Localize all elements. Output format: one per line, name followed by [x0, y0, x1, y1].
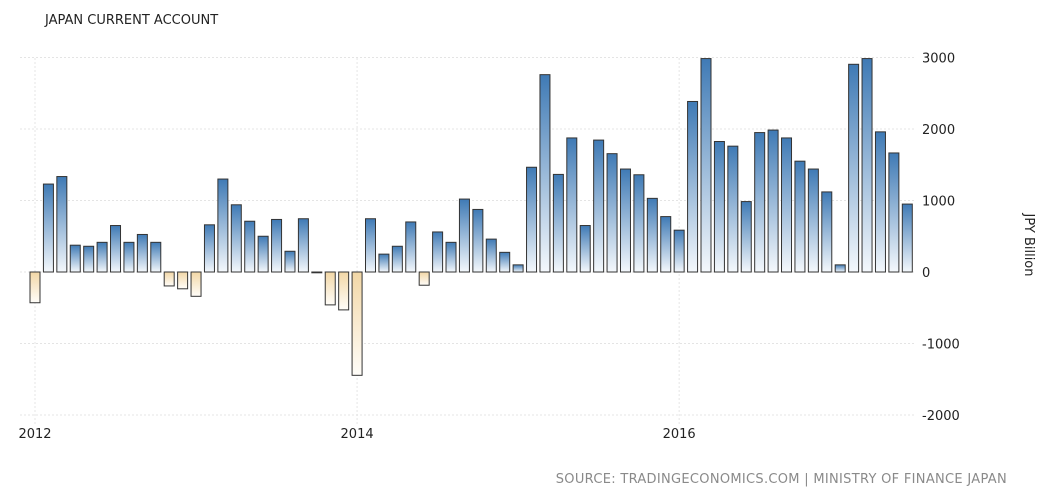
bar-positive[interactable]: [271, 218, 283, 273]
bar-positive[interactable]: [888, 152, 900, 273]
bar-positive[interactable]: [485, 238, 497, 273]
bar-positive[interactable]: [257, 235, 269, 273]
bar-negative[interactable]: [418, 271, 430, 286]
bar-positive[interactable]: [391, 245, 403, 273]
bar-positive[interactable]: [901, 203, 913, 273]
y-tick-label: -2000: [922, 409, 960, 424]
bar-positive[interactable]: [512, 264, 524, 273]
bar-positive[interactable]: [834, 264, 846, 273]
bar-positive[interactable]: [445, 241, 457, 273]
bar-positive[interactable]: [96, 241, 108, 273]
bar-positive[interactable]: [593, 139, 605, 273]
bar-positive[interactable]: [619, 168, 631, 273]
bar-positive[interactable]: [754, 132, 766, 273]
bar-negative[interactable]: [324, 271, 336, 306]
y-tick-label: 3000: [922, 52, 955, 67]
bar-positive[interactable]: [821, 191, 833, 273]
bar-positive[interactable]: [579, 225, 591, 273]
bar-negative[interactable]: [311, 271, 323, 274]
bar-positive[interactable]: [123, 241, 135, 273]
bar-positive[interactable]: [807, 168, 819, 273]
bar-positive[interactable]: [606, 153, 618, 273]
bar-positive[interactable]: [673, 229, 685, 273]
chart-title: JAPAN CURRENT ACCOUNT: [44, 13, 218, 28]
bar-positive[interactable]: [767, 129, 779, 273]
bar-positive[interactable]: [297, 218, 309, 273]
bar-positive[interactable]: [458, 198, 470, 273]
y-axis: 3000 2000 1000 0 -1000 -2000: [922, 52, 960, 425]
bar-positive[interactable]: [848, 63, 860, 273]
bar-positive[interactable]: [56, 176, 68, 273]
y-tick-label: 1000: [922, 195, 955, 210]
bars: [29, 58, 913, 376]
bar-positive[interactable]: [244, 220, 256, 273]
bar-positive[interactable]: [566, 137, 578, 273]
bar-positive[interactable]: [83, 245, 95, 273]
y-axis-label: JPY Billion: [1021, 212, 1036, 276]
bar-positive[interactable]: [42, 183, 54, 273]
bar-positive[interactable]: [861, 58, 873, 273]
source-note: SOURCE: TRADINGECONOMICS.COM | MINISTRY …: [556, 472, 1007, 487]
bar-positive[interactable]: [230, 204, 242, 273]
bar-negative[interactable]: [351, 271, 363, 376]
bar-positive[interactable]: [740, 201, 752, 273]
bar-positive[interactable]: [472, 208, 484, 273]
y-tick-label: 0: [922, 266, 930, 281]
bar-positive[interactable]: [539, 74, 551, 273]
x-axis: 2012 2014 2016: [18, 427, 695, 442]
bar-positive[interactable]: [405, 221, 417, 273]
bar-positive[interactable]: [700, 58, 712, 273]
bar-negative[interactable]: [29, 271, 41, 304]
bar-positive[interactable]: [713, 141, 725, 273]
bar-positive[interactable]: [633, 174, 645, 273]
bar-positive[interactable]: [727, 145, 739, 273]
bar-positive[interactable]: [378, 253, 390, 273]
bar-positive[interactable]: [284, 250, 296, 273]
bar-positive[interactable]: [150, 241, 162, 273]
bar-positive[interactable]: [526, 166, 538, 273]
x-tick-label: 2016: [663, 427, 696, 442]
bar-negative[interactable]: [177, 271, 189, 290]
bar-positive[interactable]: [552, 173, 564, 273]
bar-positive[interactable]: [69, 244, 81, 273]
bar-positive[interactable]: [499, 251, 511, 273]
x-tick-label: 2012: [18, 427, 51, 442]
bar-positive[interactable]: [365, 218, 376, 273]
bar-negative[interactable]: [190, 271, 202, 297]
bar-negative[interactable]: [163, 271, 175, 287]
y-tick-label: 2000: [922, 123, 955, 138]
bar-positive[interactable]: [781, 137, 793, 273]
bar-positive[interactable]: [136, 233, 148, 273]
bar-negative[interactable]: [338, 271, 350, 311]
x-tick-label: 2014: [341, 427, 374, 442]
bar-positive[interactable]: [687, 100, 699, 273]
bar-positive[interactable]: [110, 225, 122, 273]
bar-positive[interactable]: [203, 224, 215, 273]
bar-positive[interactable]: [874, 131, 886, 273]
bar-positive[interactable]: [646, 197, 658, 273]
bar-positive[interactable]: [432, 231, 444, 273]
bar-positive[interactable]: [794, 160, 806, 273]
y-tick-label: -1000: [922, 338, 960, 353]
bar-positive[interactable]: [217, 178, 229, 273]
bar-positive[interactable]: [660, 216, 672, 273]
